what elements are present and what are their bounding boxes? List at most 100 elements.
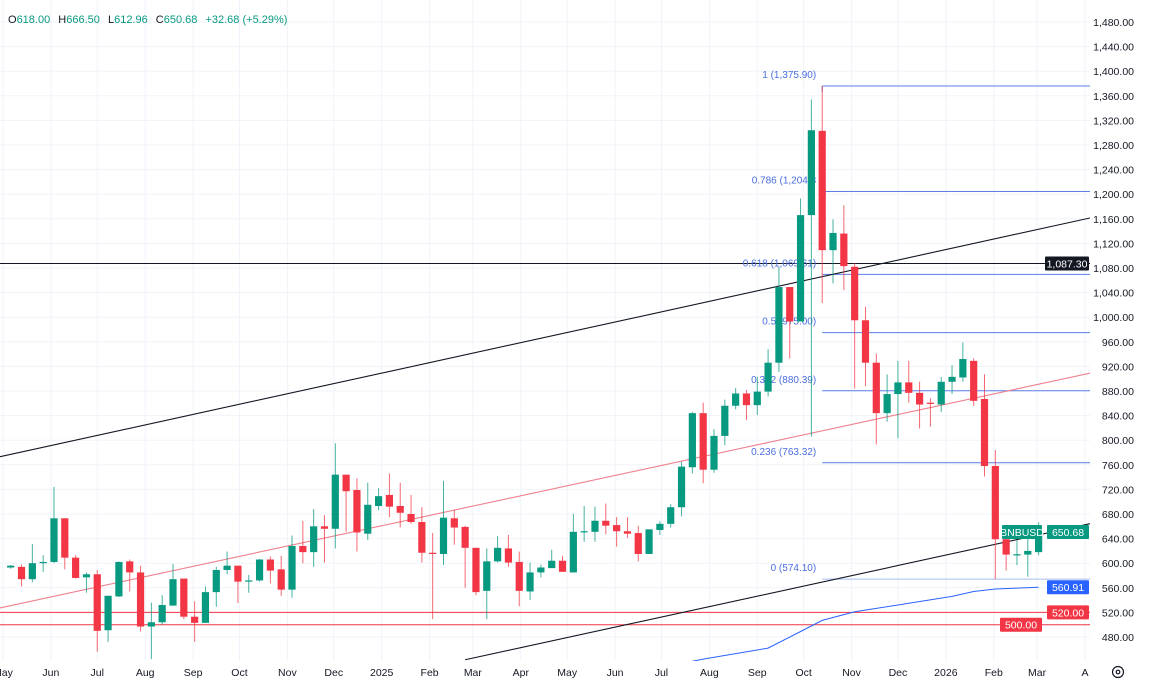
candle-down	[472, 547, 480, 596]
candle-up	[310, 509, 318, 567]
candle-body	[353, 490, 361, 533]
settings-icon[interactable]	[1111, 665, 1125, 679]
candle-body	[494, 547, 502, 562]
candle-body	[126, 561, 134, 573]
candle-body	[623, 531, 632, 534]
candle-down	[299, 520, 307, 564]
time-tick-label: May	[0, 667, 14, 679]
candle-body	[775, 287, 783, 363]
price-tick-label: 1,400.00	[1093, 66, 1134, 78]
candle-body	[948, 376, 956, 382]
candle-up	[439, 480, 448, 566]
plot-area[interactable]: 1 (1,375.90) 0.786 (1,204.3 0.618 (1,069.6…	[0, 70, 1090, 668]
candle-body	[439, 517, 448, 554]
candle-down	[191, 601, 199, 642]
candle-body	[169, 579, 177, 606]
candle-body	[667, 507, 675, 524]
candle-body	[223, 565, 231, 570]
candle-down	[786, 287, 794, 359]
time-tick-label: May	[557, 667, 578, 679]
candle-up	[1024, 538, 1032, 577]
change-value: +32.68 (+5.29%)	[205, 14, 288, 26]
candle-body	[374, 496, 383, 507]
time-tick-label: Mar	[464, 667, 483, 679]
price-tick-label: 840.00	[1102, 411, 1134, 423]
candle-down	[61, 518, 69, 570]
time-tick-label: Aug	[700, 667, 719, 679]
time-tick-label: Apr	[513, 667, 530, 679]
time-tick-label: Aug	[136, 667, 155, 679]
candle-body	[61, 518, 69, 558]
candle-body	[277, 569, 285, 590]
fib-level-label: 0.786 (1,204.3	[752, 176, 817, 187]
candle-up	[591, 506, 599, 542]
trendline-upper-channel	[0, 217, 1090, 458]
candle-down	[623, 517, 632, 538]
candle-body	[526, 572, 534, 592]
candle-body	[28, 563, 36, 580]
candle-body	[764, 362, 772, 392]
candle-up	[245, 574, 253, 593]
price-tick-label: 560.00	[1102, 583, 1134, 595]
price-tick-label: 760.00	[1102, 460, 1134, 472]
candle-body	[980, 398, 989, 467]
time-tick-label: Mar	[1028, 667, 1047, 679]
price-tick-label: 1,080.00	[1093, 263, 1134, 275]
candle-body	[483, 561, 491, 591]
price-axis[interactable]: 480.00 520.00 560.00 600.00 640.00 680.00 720.…	[1093, 17, 1134, 644]
price-tick-label: 1,280.00	[1093, 140, 1134, 152]
grid	[0, 0, 1090, 661]
candle-body	[991, 466, 999, 540]
candle-up	[39, 555, 47, 572]
candle-up	[104, 595, 112, 642]
candle-body	[591, 520, 599, 532]
candle-body	[915, 392, 924, 405]
price-tick-label: 680.00	[1102, 509, 1134, 521]
candle-body	[472, 547, 480, 593]
candle-up	[169, 563, 177, 606]
candle-down	[602, 503, 610, 535]
candle-body	[883, 394, 891, 414]
candle-down	[926, 398, 934, 427]
candle-body	[39, 561, 47, 564]
candle-up	[331, 443, 339, 549]
candle-body	[245, 580, 253, 582]
candle-body	[331, 474, 339, 529]
moving-average-line	[691, 586, 1039, 661]
candle-up	[494, 536, 502, 563]
candle-down	[613, 517, 621, 547]
candle-body	[7, 565, 15, 568]
price-tick-label: 600.00	[1102, 558, 1134, 570]
moving-average-price-tag-box	[1047, 580, 1089, 595]
candle-body	[115, 561, 123, 597]
candle-up	[1013, 539, 1021, 566]
candle-down	[136, 565, 145, 632]
candle-down	[840, 205, 848, 291]
candle-body	[894, 382, 902, 395]
candle-up	[158, 595, 166, 625]
ohlc-legend: O618.00 H666.50 L612.96 C650.68 +32.68 (…	[8, 14, 292, 26]
candle-down	[699, 402, 707, 484]
last-price-tag: 650.68	[1052, 527, 1084, 539]
candle-up	[537, 564, 545, 578]
candle-body	[569, 531, 577, 573]
time-axis[interactable]: May Jun Jul Aug Sep Oct Nov Dec 2025 Feb Mar Apr May…	[0, 667, 1088, 679]
candle-body	[732, 393, 740, 406]
candle-body	[342, 474, 350, 492]
candle-up	[829, 219, 837, 284]
candle-up	[656, 521, 664, 535]
candle-body	[50, 518, 58, 562]
high-value: 666.50	[66, 14, 100, 26]
price-tick-label: 1,320.00	[1093, 115, 1134, 127]
fib-level-label: 0.382 (880.39)	[751, 375, 816, 386]
time-tick-label: Dec	[889, 667, 908, 679]
candle-down	[93, 569, 101, 652]
candle-down	[407, 494, 415, 524]
candle-body	[429, 552, 437, 554]
time-tick-label: Feb	[421, 667, 439, 679]
candle-down	[905, 360, 913, 403]
candle-up	[775, 266, 783, 372]
price-tick-label: 480.00	[1102, 632, 1134, 644]
candle-body	[829, 232, 837, 251]
